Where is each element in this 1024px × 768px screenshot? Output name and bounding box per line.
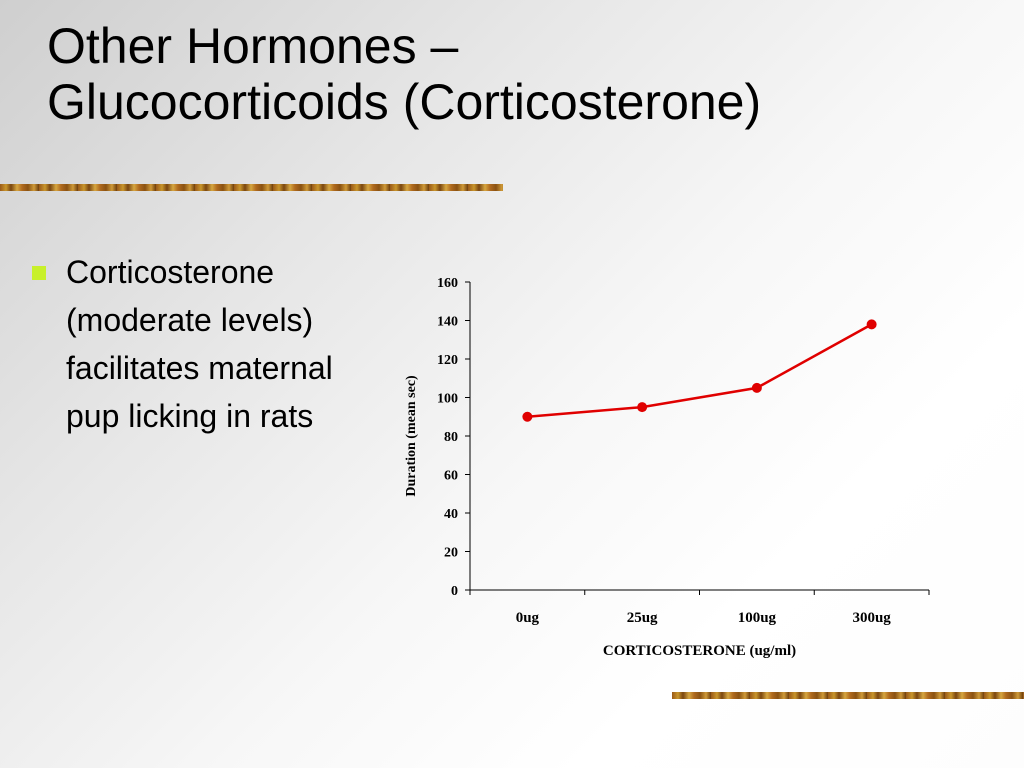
x-tick-label: 0ug [516,610,540,626]
y-tick-label: 140 [437,315,458,330]
y-tick-label: 80 [444,430,458,445]
y-tick-label: 40 [444,507,458,522]
data-point [637,402,648,413]
bullet-text: Corticosterone (moderate levels) facilit… [66,254,333,434]
slide-title-line-1: Other Hormones – [47,18,459,74]
series-line [527,323,873,418]
square-bullet-icon [32,266,46,280]
data-point [522,411,533,422]
y-tick-label: 60 [444,469,458,484]
decorative-stripe-top [0,184,503,191]
y-tick-label: 0 [451,584,458,599]
x-tick-label: 100ug [738,610,777,626]
y-axis-title: Duration (mean sec) [404,375,419,497]
data-point [751,382,762,393]
y-tick-label: 120 [437,353,458,368]
slide-title-line-2: Glucocorticoids (Corticosterone) [47,74,762,130]
line-chart: 0 20 40 60 80 100 120 140 160 0ug 25ug 100ug 300ug CO… [404,276,930,659]
y-tick-label: 20 [444,546,458,561]
decorative-stripe-bottom [672,692,1024,699]
x-tick-label: 25ug [627,610,658,626]
y-tick-label: 100 [437,392,458,407]
x-axis-title: CORTICOSTERONE (ug/ml) [603,643,796,659]
data-point [866,319,877,330]
x-tick-label: 300ug [852,610,891,626]
y-tick-label: 160 [437,276,458,291]
slide-title: Other Hormones – Glucocorticoids (Cortic… [47,18,1007,130]
